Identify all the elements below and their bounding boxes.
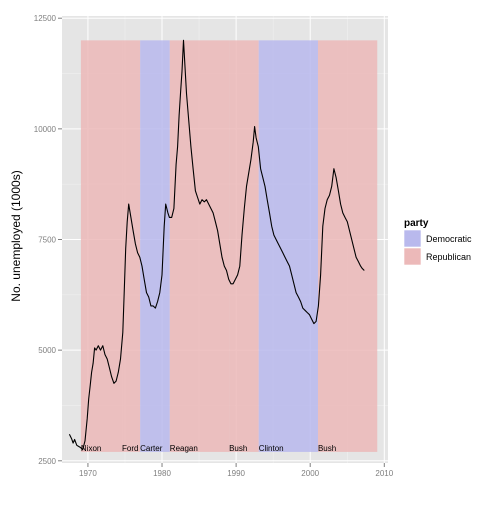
legend-swatch-democratic <box>404 230 421 247</box>
x-tick-label: 1970 <box>79 469 97 478</box>
term-band-ford <box>122 40 140 452</box>
x-tick-label: 1980 <box>153 469 171 478</box>
x-tick-label: 2010 <box>375 469 393 478</box>
y-tick-label: 12500 <box>34 14 57 23</box>
y-tick-label: 10000 <box>34 125 57 134</box>
x-tick-label: 2000 <box>301 469 319 478</box>
y-tick-label: 7500 <box>38 236 56 245</box>
term-band-bush <box>229 40 259 452</box>
president-label-bush: Bush <box>318 444 336 453</box>
president-label-reagan: Reagan <box>170 444 198 453</box>
president-label-ford: Ford <box>122 444 138 453</box>
legend: party Democratic Republican <box>404 218 472 265</box>
legend-swatch-republican <box>404 248 421 265</box>
president-label-carter: Carter <box>140 444 163 453</box>
term-band-clinton <box>259 40 318 452</box>
president-label-clinton: Clinton <box>259 444 284 453</box>
term-band-carter <box>140 40 170 452</box>
y-tick-label: 5000 <box>38 346 56 355</box>
y-tick-label: 2500 <box>38 457 56 466</box>
president-label-bush: Bush <box>229 444 247 453</box>
term-band-bush <box>318 40 377 452</box>
x-tick-label: 1990 <box>227 469 245 478</box>
president-label-nixon: Nixon <box>81 444 101 453</box>
y-axis-title: No. unemployed (1000s) <box>9 170 23 301</box>
legend-label-republican: Republican <box>426 252 471 262</box>
legend-label-democratic: Democratic <box>426 234 472 244</box>
legend-title: party <box>404 218 429 229</box>
term-band-nixon <box>81 40 122 452</box>
